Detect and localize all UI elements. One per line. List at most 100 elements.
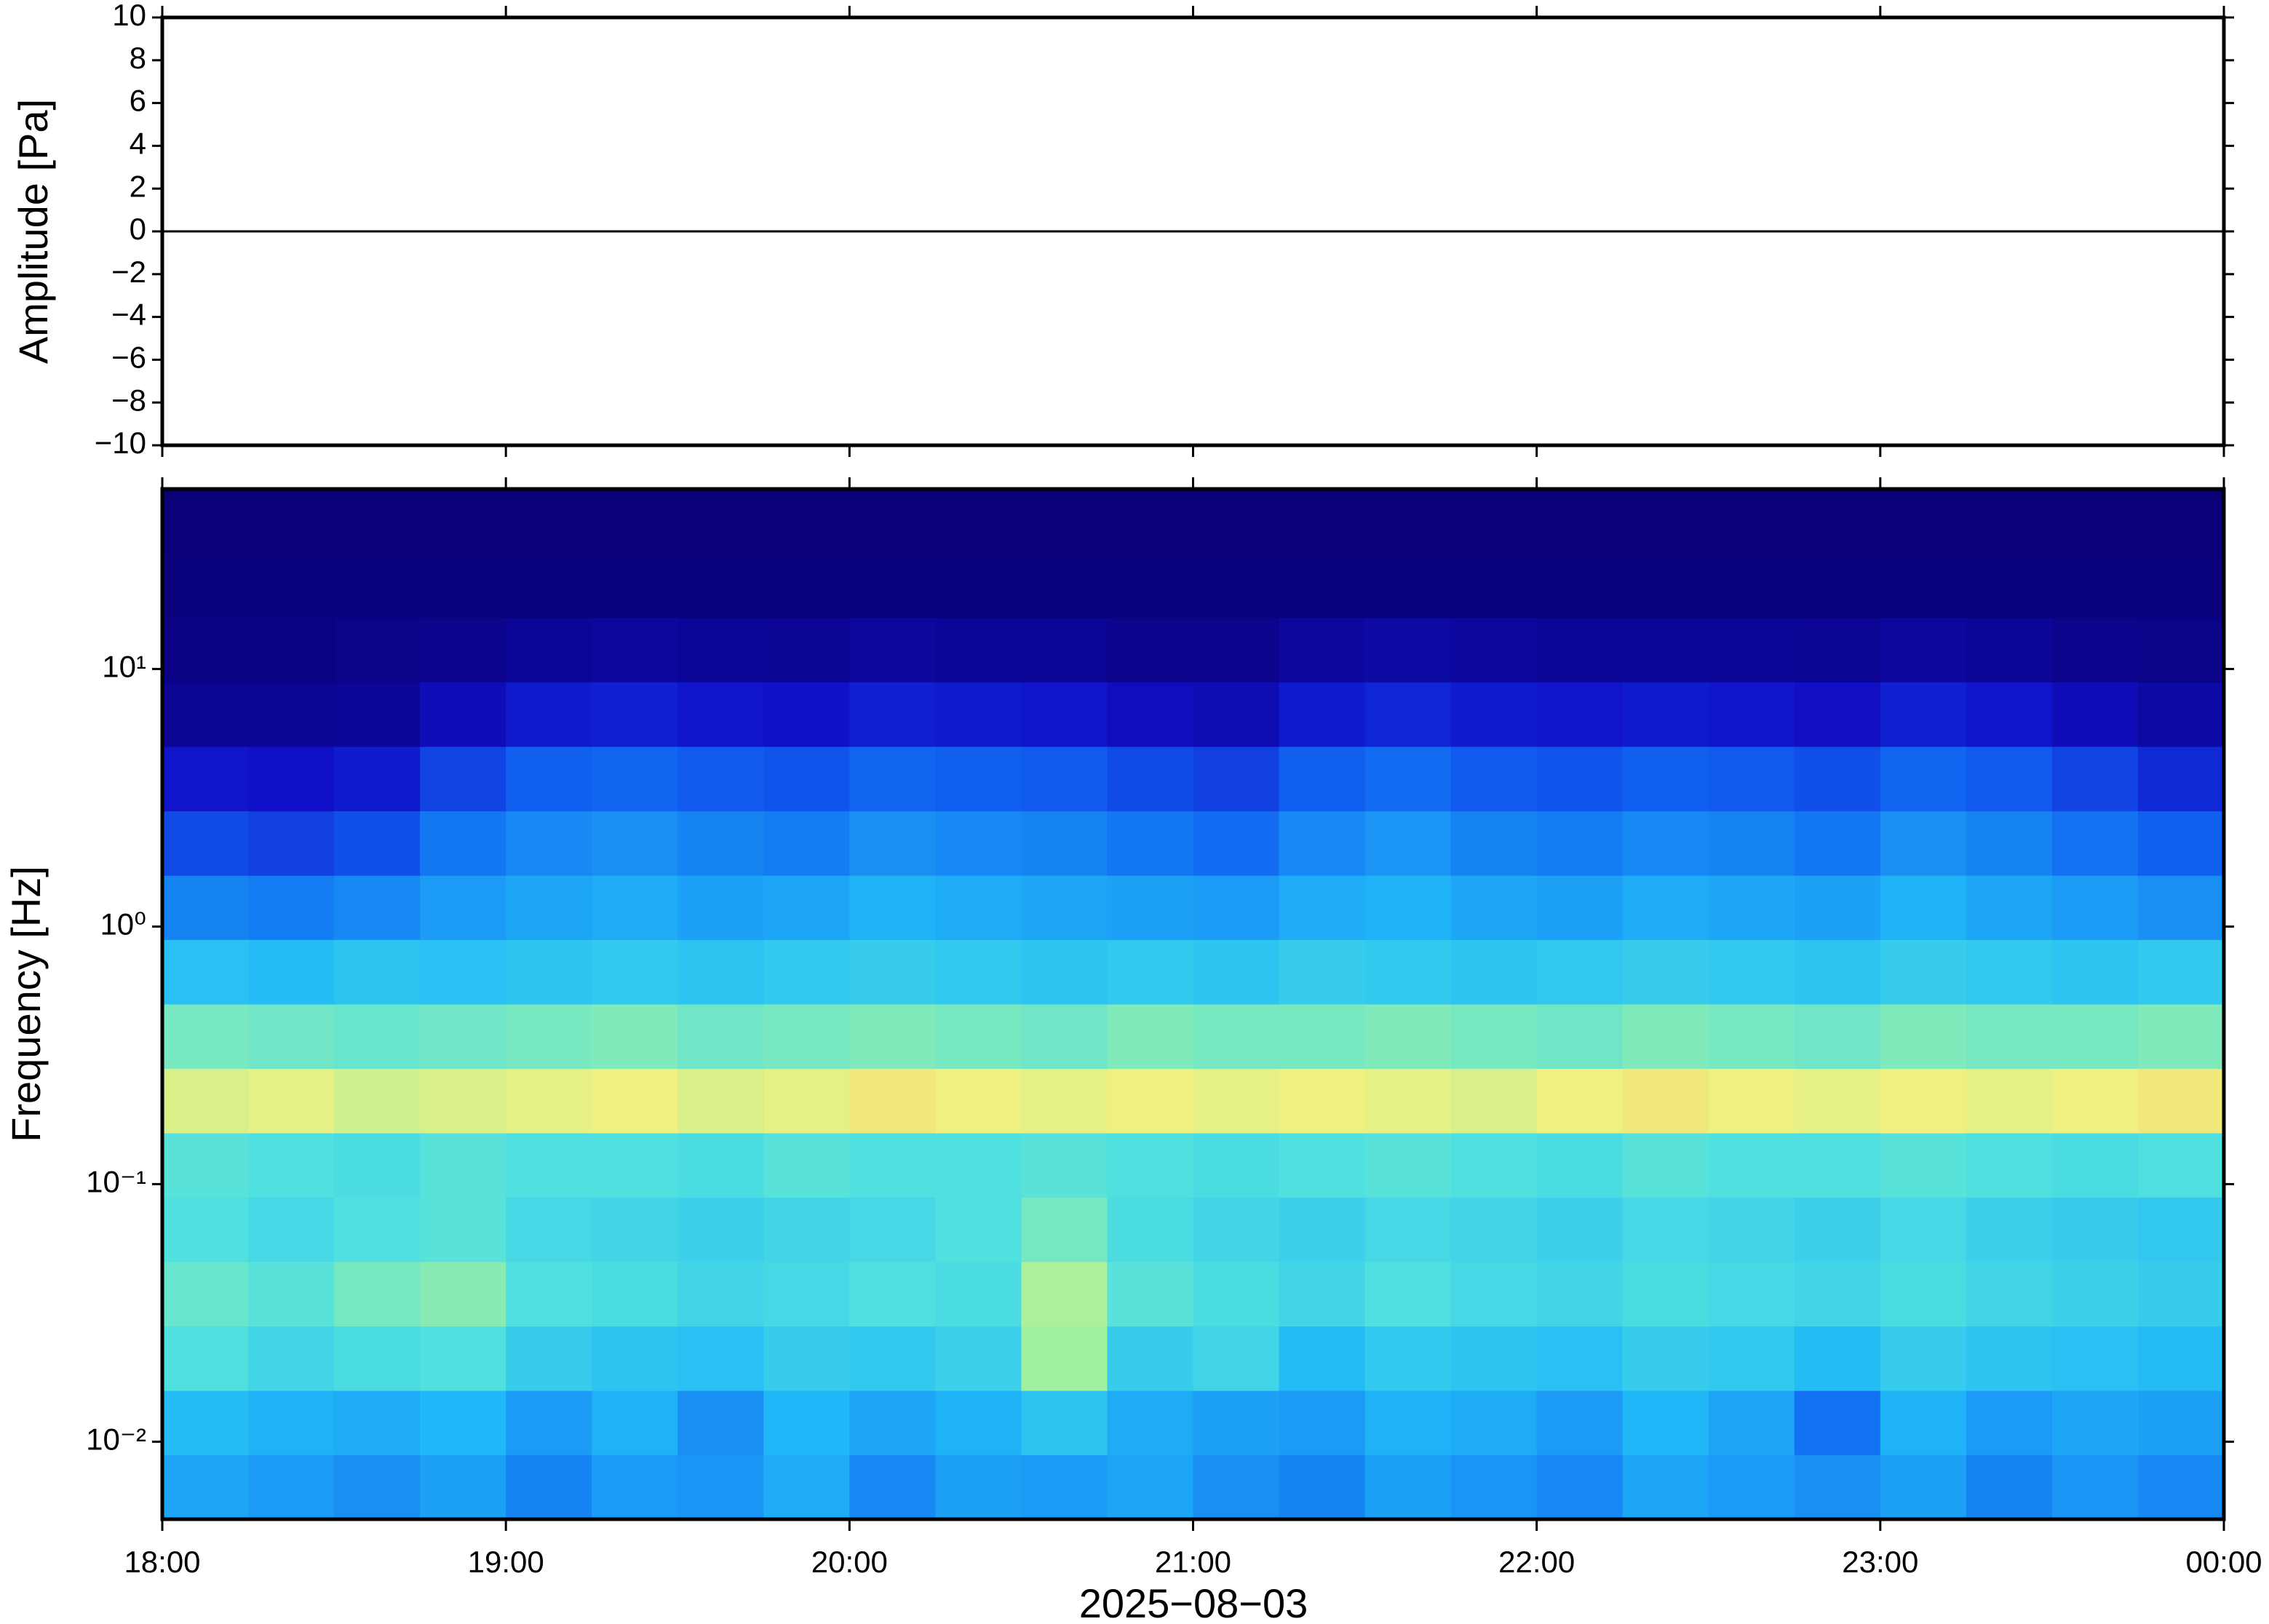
- spectrogram-cell: [1364, 553, 1452, 618]
- spectrogram-cell: [763, 1454, 850, 1520]
- spectrogram-cell: [1622, 747, 1709, 812]
- spectrogram-cell: [1279, 1133, 1366, 1198]
- spectrogram-cell: [592, 1068, 678, 1134]
- spectrogram-cell: [334, 1390, 421, 1455]
- spectrogram-cell: [1794, 1390, 1881, 1455]
- spectrogram-cell: [1193, 1326, 1280, 1391]
- spectrogram-cell: [1279, 489, 1366, 554]
- spectrogram-cell: [2051, 682, 2139, 747]
- spectrogram-cell: [1450, 1004, 1538, 1070]
- spectrogram-cell: [420, 1454, 506, 1520]
- spectrogram-cell: [2051, 1133, 2139, 1198]
- y-axis-title: Frequency [Hz]: [3, 866, 49, 1142]
- spectrogram-cell: [506, 875, 592, 940]
- spectrogram-cell: [935, 1004, 1022, 1070]
- spectrogram-cell: [1536, 1326, 1624, 1391]
- spectrogram-cell: [1708, 1004, 1795, 1070]
- spectrogram-cell: [1021, 875, 1108, 940]
- spectrogram-cell: [1536, 618, 1624, 682]
- spectrogram-cell: [1364, 875, 1452, 940]
- spectrogram-cell: [1107, 747, 1193, 812]
- spectrogram-cell: [1622, 1068, 1709, 1134]
- spectrogram-cell: [677, 811, 764, 876]
- spectrogram-cell: [2051, 1262, 2139, 1327]
- spectrogram-cell: [420, 939, 506, 1005]
- spectrogram-cell: [1622, 618, 1709, 682]
- spectrogram-cell: [420, 1326, 506, 1391]
- y-tick-label: −6: [111, 340, 146, 374]
- spectrogram-cell: [1794, 811, 1881, 876]
- spectrogram-cell: [763, 618, 850, 682]
- spectrogram-cell: [248, 747, 335, 812]
- spectrogram-cell: [1279, 811, 1366, 876]
- plot-frame: [160, 15, 2226, 447]
- spectrogram-cell: [677, 618, 764, 682]
- spectrogram-cell: [2137, 1326, 2225, 1391]
- spectrogram-cell: [1622, 1262, 1709, 1327]
- spectrogram-cell: [1021, 1454, 1108, 1520]
- spectrogram-cell: [592, 1390, 678, 1455]
- spectrogram-cell: [1107, 1326, 1193, 1391]
- y-tick-label: 10: [112, 0, 146, 32]
- spectrogram-cell: [935, 1454, 1022, 1520]
- spectrogram-cell: [2137, 1133, 2225, 1198]
- spectrogram-cell: [849, 811, 936, 876]
- spectrogram-cell: [1193, 747, 1280, 812]
- spectrogram-cell: [162, 1262, 249, 1327]
- spectrogram-cell: [1193, 939, 1280, 1005]
- x-tick-label: 23:00: [1842, 1545, 1918, 1579]
- x-tick-label: 21:00: [1155, 1545, 1231, 1579]
- spectrogram-cell: [763, 875, 850, 940]
- spectrogram-cell: [2137, 1068, 2225, 1134]
- spectrogram-cell: [849, 618, 936, 682]
- spectrogram-cell: [162, 875, 249, 940]
- spectrogram-cell: [1107, 811, 1193, 876]
- spectrogram-cell: [763, 1197, 850, 1262]
- spectrogram-cell: [1450, 489, 1538, 554]
- spectrogram-cell: [248, 1068, 335, 1134]
- spectrogram-cell: [1536, 553, 1624, 618]
- y-tick-label: 10¹: [102, 650, 146, 684]
- spectrogram-cell: [1622, 489, 1709, 554]
- spectrogram-cell: [420, 1068, 506, 1134]
- spectrogram-cell: [849, 939, 936, 1005]
- spectrogram-cell: [763, 1004, 850, 1070]
- spectrogram-cell: [763, 553, 850, 618]
- spectrogram-cell: [1193, 1197, 1280, 1262]
- spectrogram-cell: [763, 747, 850, 812]
- spectrogram-cell: [1622, 811, 1709, 876]
- spectrogram-cell: [935, 875, 1022, 940]
- spectrogram-cell: [162, 489, 249, 554]
- spectrogram-cell: [1708, 1390, 1795, 1455]
- spectrogram-cell: [1021, 1197, 1108, 1262]
- spectrogram-cell: [2137, 1197, 2225, 1262]
- spectrogram-cell: [1450, 747, 1538, 812]
- spectrogram-cell: [849, 1390, 936, 1455]
- x-tick-label: 19:00: [468, 1545, 544, 1579]
- spectrogram-cell: [334, 1004, 421, 1070]
- spectrogram-cell: [1279, 1004, 1366, 1070]
- spectrogram-cell: [1880, 1004, 1967, 1070]
- spectrogram-cell: [1536, 747, 1624, 812]
- spectrogram-cell: [1107, 553, 1193, 618]
- spectrogram-cell: [1708, 1262, 1795, 1327]
- spectrogram-cell: [1708, 489, 1795, 554]
- spectrogram-cell: [1966, 489, 2053, 554]
- spectrogram-cell: [677, 939, 764, 1005]
- spectrogram-cell: [1279, 939, 1366, 1005]
- spectrogram-cell: [935, 618, 1022, 682]
- spectrogram-cell: [1193, 1262, 1280, 1327]
- spectrogram-cell: [592, 747, 678, 812]
- spectrogram-cell: [506, 1068, 592, 1134]
- spectrogram-cell: [677, 1262, 764, 1327]
- spectrogram-cell: [677, 875, 764, 940]
- spectrogram-cell: [334, 875, 421, 940]
- spectrogram-cell: [162, 1197, 249, 1262]
- spectrogram-cell: [935, 1133, 1022, 1198]
- spectrogram-cell: [2051, 1068, 2139, 1134]
- spectrogram-cell: [1450, 1068, 1538, 1134]
- y-tick-label: −4: [111, 298, 146, 332]
- spectrogram-cell: [1708, 875, 1795, 940]
- spectrogram-cell: [2051, 1004, 2139, 1070]
- spectrogram-cell: [506, 1262, 592, 1327]
